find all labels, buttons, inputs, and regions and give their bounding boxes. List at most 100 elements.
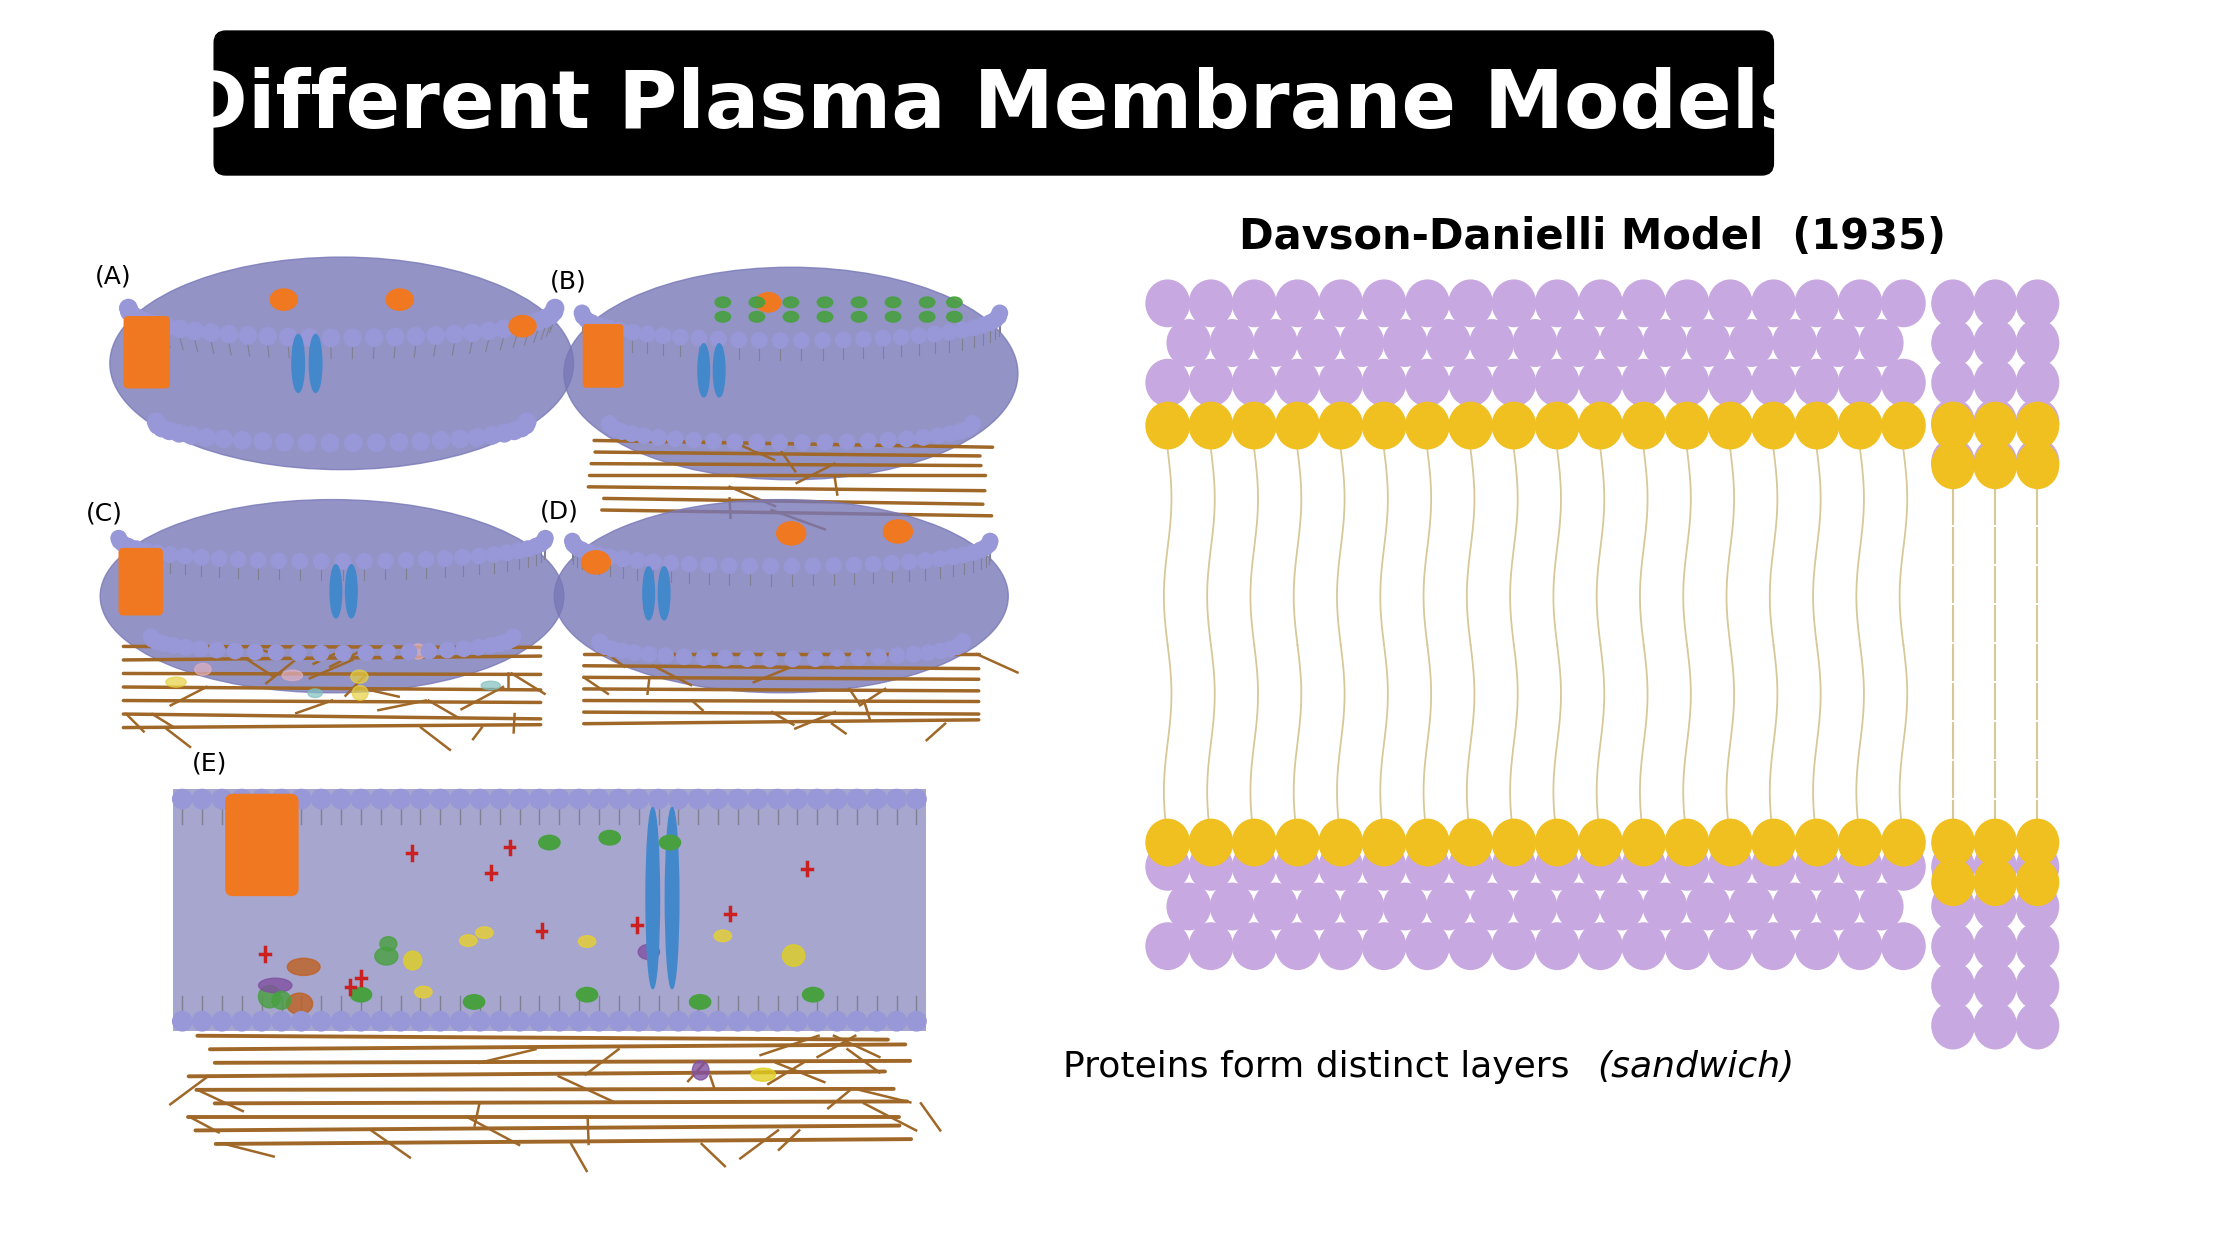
Circle shape (688, 790, 708, 809)
Ellipse shape (1729, 320, 1774, 367)
Circle shape (150, 416, 166, 433)
Ellipse shape (1973, 883, 2016, 930)
Ellipse shape (2016, 280, 2059, 326)
Circle shape (177, 640, 193, 655)
Ellipse shape (1973, 963, 2016, 1009)
Circle shape (246, 644, 262, 660)
Circle shape (827, 558, 842, 573)
Circle shape (410, 790, 430, 809)
Ellipse shape (1882, 359, 1924, 406)
Ellipse shape (784, 297, 800, 307)
Ellipse shape (1297, 320, 1340, 367)
Circle shape (943, 426, 959, 441)
Ellipse shape (1794, 402, 1839, 449)
Circle shape (692, 330, 706, 346)
Circle shape (932, 643, 948, 659)
Circle shape (240, 326, 255, 344)
Ellipse shape (1839, 402, 1882, 449)
Circle shape (367, 433, 385, 451)
Ellipse shape (1931, 859, 1973, 906)
Ellipse shape (385, 289, 412, 310)
Circle shape (332, 1012, 352, 1031)
Circle shape (992, 305, 1008, 320)
Text: Davson-Danielli Model  (1935): Davson-Danielli Model (1935) (1239, 215, 1947, 258)
Ellipse shape (2016, 359, 2059, 406)
Circle shape (112, 530, 125, 546)
Ellipse shape (1319, 280, 1362, 326)
Ellipse shape (101, 499, 564, 693)
Ellipse shape (1407, 819, 1449, 866)
Ellipse shape (1622, 280, 1664, 326)
Circle shape (867, 1012, 887, 1031)
Ellipse shape (475, 927, 493, 939)
Ellipse shape (1644, 883, 1687, 930)
Circle shape (594, 636, 609, 651)
Circle shape (965, 416, 981, 431)
Ellipse shape (271, 992, 291, 1009)
Circle shape (390, 433, 408, 451)
Circle shape (730, 333, 746, 348)
Ellipse shape (1232, 402, 1277, 449)
Circle shape (605, 641, 620, 656)
Circle shape (930, 428, 945, 444)
Circle shape (291, 645, 307, 660)
Circle shape (956, 547, 972, 562)
Circle shape (538, 310, 553, 328)
Circle shape (983, 533, 997, 549)
Circle shape (379, 553, 394, 568)
Ellipse shape (748, 311, 764, 323)
Ellipse shape (645, 808, 659, 989)
Circle shape (603, 418, 618, 435)
Ellipse shape (1973, 359, 2016, 406)
Circle shape (809, 790, 827, 809)
Circle shape (213, 1012, 231, 1031)
Ellipse shape (1931, 320, 1973, 367)
Circle shape (865, 557, 880, 572)
Circle shape (591, 547, 607, 562)
Ellipse shape (1189, 359, 1232, 406)
Circle shape (511, 790, 529, 809)
Circle shape (311, 1012, 332, 1031)
Circle shape (867, 790, 887, 809)
Ellipse shape (1232, 924, 1277, 969)
Circle shape (446, 325, 464, 343)
Circle shape (564, 533, 580, 549)
Circle shape (549, 1012, 569, 1031)
Circle shape (130, 310, 148, 328)
Ellipse shape (258, 985, 280, 1008)
Ellipse shape (851, 311, 867, 323)
Circle shape (598, 639, 614, 654)
Circle shape (547, 300, 564, 316)
Circle shape (768, 1012, 786, 1031)
Circle shape (280, 329, 298, 345)
Ellipse shape (1449, 844, 1492, 890)
Circle shape (885, 556, 900, 571)
Circle shape (372, 1012, 390, 1031)
Circle shape (419, 552, 435, 567)
Ellipse shape (1839, 819, 1882, 866)
Circle shape (468, 428, 486, 446)
Circle shape (500, 546, 515, 561)
FancyBboxPatch shape (582, 324, 623, 388)
Circle shape (186, 323, 204, 340)
Ellipse shape (1664, 924, 1709, 969)
Circle shape (943, 641, 959, 656)
Ellipse shape (712, 344, 726, 397)
Ellipse shape (2016, 402, 2059, 449)
Circle shape (157, 636, 172, 651)
Circle shape (818, 435, 833, 450)
Circle shape (708, 1012, 728, 1031)
Circle shape (542, 306, 560, 324)
Ellipse shape (307, 689, 323, 698)
Ellipse shape (381, 936, 396, 951)
Circle shape (276, 433, 293, 451)
Circle shape (128, 541, 143, 557)
Ellipse shape (1774, 320, 1817, 367)
Ellipse shape (1189, 280, 1232, 326)
Circle shape (177, 548, 193, 563)
Circle shape (889, 648, 905, 663)
Ellipse shape (1210, 320, 1254, 367)
Circle shape (164, 547, 177, 562)
Ellipse shape (1254, 883, 1297, 930)
Ellipse shape (1729, 883, 1774, 930)
